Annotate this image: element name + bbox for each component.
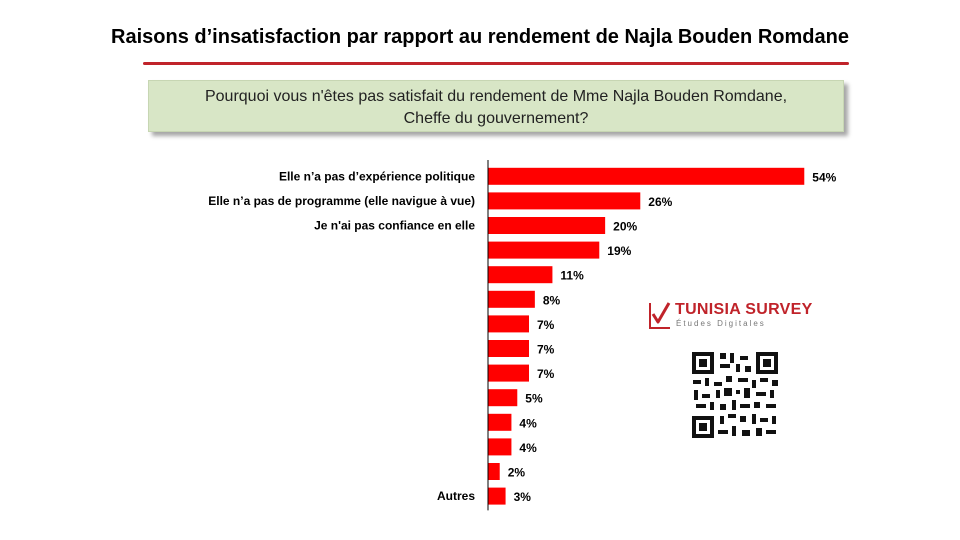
bar-value-label: 7% xyxy=(537,318,555,332)
bar xyxy=(488,290,535,308)
bar-value-label: 5% xyxy=(525,392,543,406)
bar xyxy=(488,364,529,382)
bar-value-label: 2% xyxy=(508,466,526,480)
question-box: Pourquoi vous n'êtes pas satisfait du re… xyxy=(148,80,844,132)
bar xyxy=(488,241,600,259)
bar-value-label: 3% xyxy=(514,490,532,504)
bar xyxy=(488,389,518,407)
bar xyxy=(488,217,606,234)
bar-value-label: 8% xyxy=(543,293,561,307)
bar-value-label: 20% xyxy=(613,220,637,234)
chart-title: Raisons d’insatisfaction par rapport au … xyxy=(111,26,849,48)
question-line-1: Pourquoi vous n'êtes pas satisfait du re… xyxy=(204,88,788,105)
category-label: Elle n’a pas d’expérience politique xyxy=(279,169,475,183)
bar-value-label: 7% xyxy=(537,367,555,381)
bar xyxy=(488,487,506,505)
bar-value-label: 11% xyxy=(560,269,584,283)
bar xyxy=(488,266,553,284)
bar xyxy=(488,438,512,456)
bar-value-label: 7% xyxy=(537,343,555,357)
category-label: Autres xyxy=(437,489,475,503)
bar-value-label: 4% xyxy=(519,441,537,455)
bar xyxy=(488,167,805,185)
question-line-2: Cheffe du gouvernement? xyxy=(403,110,589,127)
brand-tagline: Études Digitales xyxy=(676,319,766,328)
bar xyxy=(488,463,500,480)
bar-value-label: 4% xyxy=(519,416,537,430)
qr-code-icon xyxy=(690,350,780,440)
brand-logo: TUNISIA SURVEY Études Digitales xyxy=(648,298,812,332)
category-label: Elle n’a pas de programme (elle navigue … xyxy=(208,194,475,208)
checkmark-icon xyxy=(649,302,671,329)
bar-value-label: 19% xyxy=(607,244,631,258)
title-underline xyxy=(143,62,849,65)
bar xyxy=(488,413,512,431)
bar xyxy=(488,340,529,357)
bar-value-label: 26% xyxy=(648,195,672,209)
bar xyxy=(488,192,641,210)
bar-value-label: 54% xyxy=(812,170,836,184)
bar xyxy=(488,315,529,333)
category-label: Je n'ai pas confiance en elle xyxy=(314,219,475,233)
brand-name: TUNISIA SURVEY xyxy=(675,301,813,318)
